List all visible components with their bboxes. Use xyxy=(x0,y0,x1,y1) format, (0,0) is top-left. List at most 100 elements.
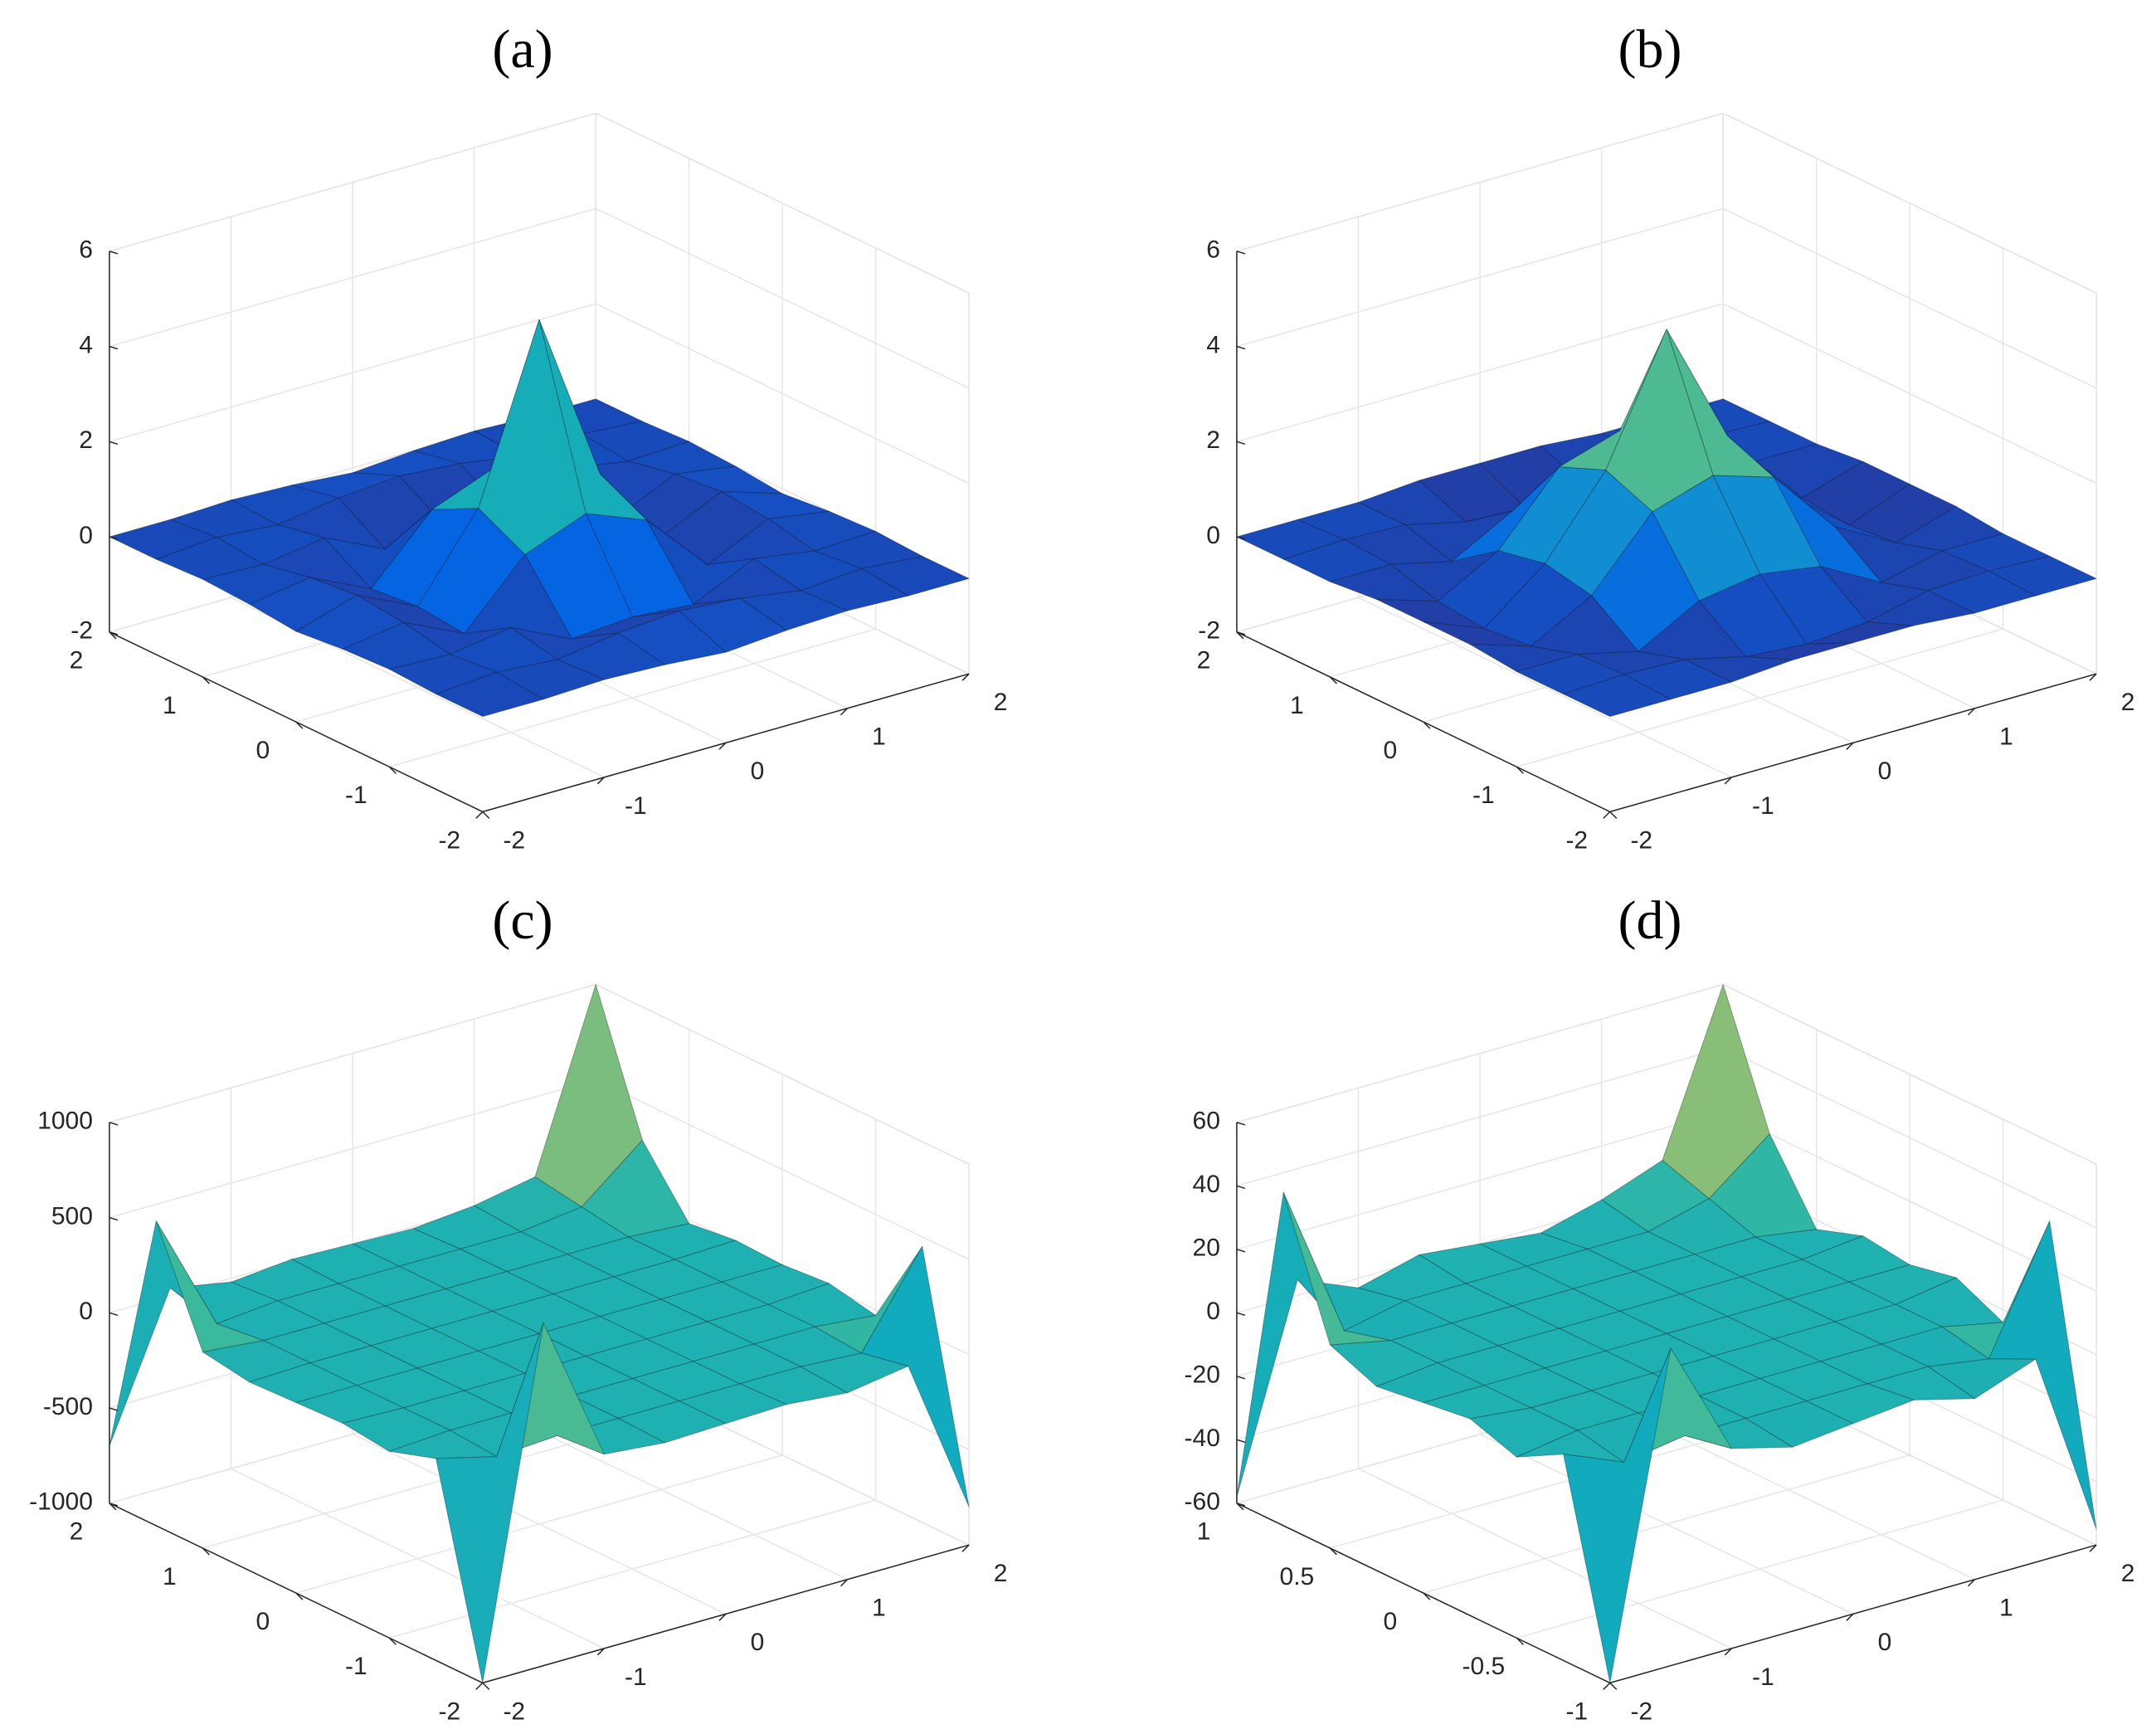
surface-patch xyxy=(1376,599,1485,629)
z-tick xyxy=(109,251,119,255)
surface-patch xyxy=(1866,1366,1975,1400)
x-tick-label: -1 xyxy=(1752,1663,1774,1691)
z-tick-label: 0 xyxy=(1206,522,1220,549)
x-tick-label: 0 xyxy=(751,757,765,785)
surface-patch xyxy=(524,513,633,640)
z-tick xyxy=(1236,536,1246,540)
surface-patch xyxy=(1708,1133,1818,1238)
x-tick-label: -1 xyxy=(1752,792,1774,820)
z-tick xyxy=(1236,345,1246,350)
surface-patch xyxy=(1866,590,1975,626)
x-tick-label: 0 xyxy=(1878,1629,1892,1656)
surface-patch xyxy=(388,654,498,695)
x-tick-label: -2 xyxy=(503,1697,525,1725)
chart-title: (a) xyxy=(492,19,552,80)
z-tick xyxy=(1236,441,1246,446)
y-tick xyxy=(295,721,304,729)
surface-patch xyxy=(861,1245,970,1508)
z-tick xyxy=(109,1312,119,1317)
y-tick-label: 1 xyxy=(163,1563,177,1590)
surface-patch xyxy=(109,519,217,560)
y-tick-label: -1 xyxy=(1565,1697,1588,1725)
x-tick xyxy=(1967,708,1976,716)
x-tick xyxy=(840,1579,849,1587)
surface-patch xyxy=(1577,650,1686,675)
y-tick xyxy=(1236,1503,1244,1511)
x-tick-label: 2 xyxy=(2121,689,2135,716)
surface-patch xyxy=(632,597,741,618)
x-tick-label: -2 xyxy=(503,826,525,854)
y-tick xyxy=(1423,721,1431,729)
surface-patch xyxy=(436,671,544,718)
surface-patch xyxy=(674,465,783,494)
grid-line xyxy=(109,303,970,485)
y-tick-label: 0 xyxy=(256,737,270,764)
surface-patch xyxy=(693,558,801,606)
x-tick xyxy=(475,811,484,819)
grid-line xyxy=(1236,207,2097,389)
y-tick xyxy=(295,1592,304,1600)
x-tick-label: 1 xyxy=(872,1595,886,1622)
z-tick xyxy=(1236,1122,1246,1126)
y-tick-label: 1 xyxy=(1197,1518,1211,1546)
surface-patch xyxy=(1848,483,1957,543)
z-tick-label: -1000 xyxy=(29,1488,93,1516)
z-tick-label: -40 xyxy=(1185,1425,1220,1452)
y-tick-label: -1 xyxy=(345,1653,367,1680)
z-tick-label: 500 xyxy=(51,1202,93,1230)
x-tick-label: 0 xyxy=(1878,757,1892,785)
z-tick-label: 2 xyxy=(79,426,93,454)
surface-patch xyxy=(1563,674,1672,718)
surface-patch xyxy=(800,1352,909,1394)
z-tick-label: 20 xyxy=(1193,1235,1220,1262)
y-axis xyxy=(109,631,484,813)
surface-patch xyxy=(1563,1347,1672,1683)
surface-patch xyxy=(861,555,970,597)
surface-patch xyxy=(1404,510,1513,563)
y-tick-label: -0.5 xyxy=(1462,1653,1505,1680)
surface-patch xyxy=(342,1407,451,1452)
y-tick-label: -1 xyxy=(1472,782,1495,809)
x-tick xyxy=(2089,1544,2097,1552)
surface-patch xyxy=(1479,1232,1589,1267)
surface-patch xyxy=(1469,1407,1579,1458)
y-tick-label: -2 xyxy=(438,1697,460,1725)
y-tick xyxy=(1423,1592,1431,1600)
surface-patch xyxy=(1806,1383,1915,1425)
x-tick xyxy=(1724,777,1732,785)
y-axis xyxy=(1236,1503,1611,1684)
surface-patch xyxy=(679,1383,787,1425)
z-tick-label: 0 xyxy=(1206,1298,1220,1325)
surface-patch xyxy=(1605,1333,1714,1374)
y-tick-label: -1 xyxy=(345,782,367,809)
surface-patch xyxy=(1483,1367,1593,1409)
x-tick-label: 2 xyxy=(2121,1560,2135,1587)
surface-patch xyxy=(1745,642,1854,661)
surface-patch xyxy=(599,1298,708,1340)
y-tick xyxy=(1516,1637,1524,1645)
surface-patch xyxy=(1927,570,2037,614)
z-tick-label: 60 xyxy=(1193,1108,1220,1135)
surface-patch xyxy=(352,450,461,477)
y-tick xyxy=(1329,1547,1337,1556)
z-tick xyxy=(109,1503,119,1507)
x-tick xyxy=(1603,811,1611,819)
x-tick-label: 1 xyxy=(1999,723,2013,751)
surface-patch xyxy=(1684,656,1793,683)
x-tick-label: 0 xyxy=(751,1629,765,1656)
surface-patch xyxy=(1297,502,1406,540)
x-tick-label: -1 xyxy=(625,792,647,820)
z-tick xyxy=(109,1216,119,1221)
surface-patch xyxy=(1988,555,2097,597)
z-tick-label: 4 xyxy=(79,331,93,358)
y-tick xyxy=(388,766,397,774)
z-tick-label: 40 xyxy=(1193,1171,1220,1198)
y-tick xyxy=(1516,766,1524,774)
x-tick-label: -2 xyxy=(1630,826,1652,854)
surface-patch xyxy=(1497,466,1607,564)
x-tick xyxy=(596,1648,605,1656)
x-tick xyxy=(2089,673,2097,681)
surface-patch xyxy=(450,627,558,673)
x-tick-label: -1 xyxy=(625,1663,647,1691)
